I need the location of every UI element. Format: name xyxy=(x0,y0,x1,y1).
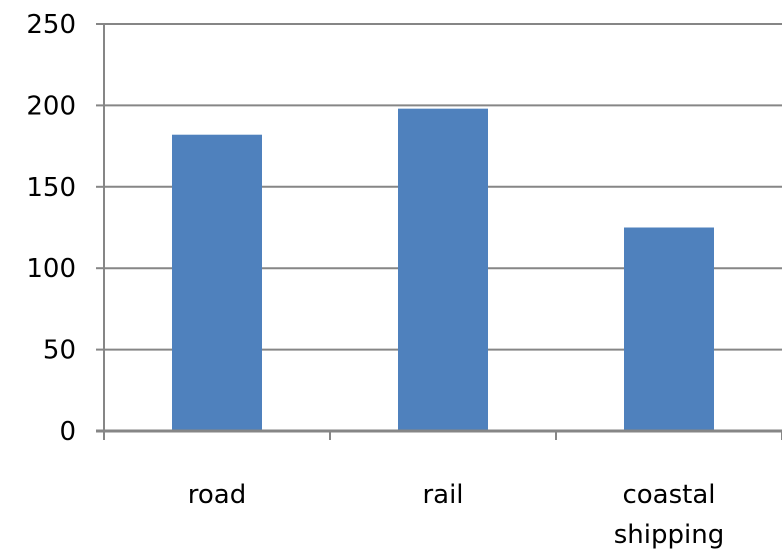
y-tick-label: 250 xyxy=(26,10,76,40)
bar-rail xyxy=(398,108,488,431)
bars xyxy=(172,108,714,432)
x-tick-label: shipping xyxy=(614,520,724,550)
y-tick-label: 200 xyxy=(26,91,76,121)
x-tick-label: road xyxy=(188,480,246,510)
y-tick-label: 150 xyxy=(26,173,76,203)
axes xyxy=(96,23,782,440)
x-tick-label: rail xyxy=(422,480,463,510)
y-tick-label: 0 xyxy=(59,417,76,447)
tick-labels: 0 50 100 150 200 250 road rail coastal shipping xyxy=(26,10,724,550)
y-tick-label: 50 xyxy=(43,336,76,366)
bar-road xyxy=(172,134,262,432)
bar-coastal-shipping xyxy=(624,227,714,431)
y-tick-label: 100 xyxy=(26,254,76,284)
x-tick-label: coastal xyxy=(622,480,715,510)
